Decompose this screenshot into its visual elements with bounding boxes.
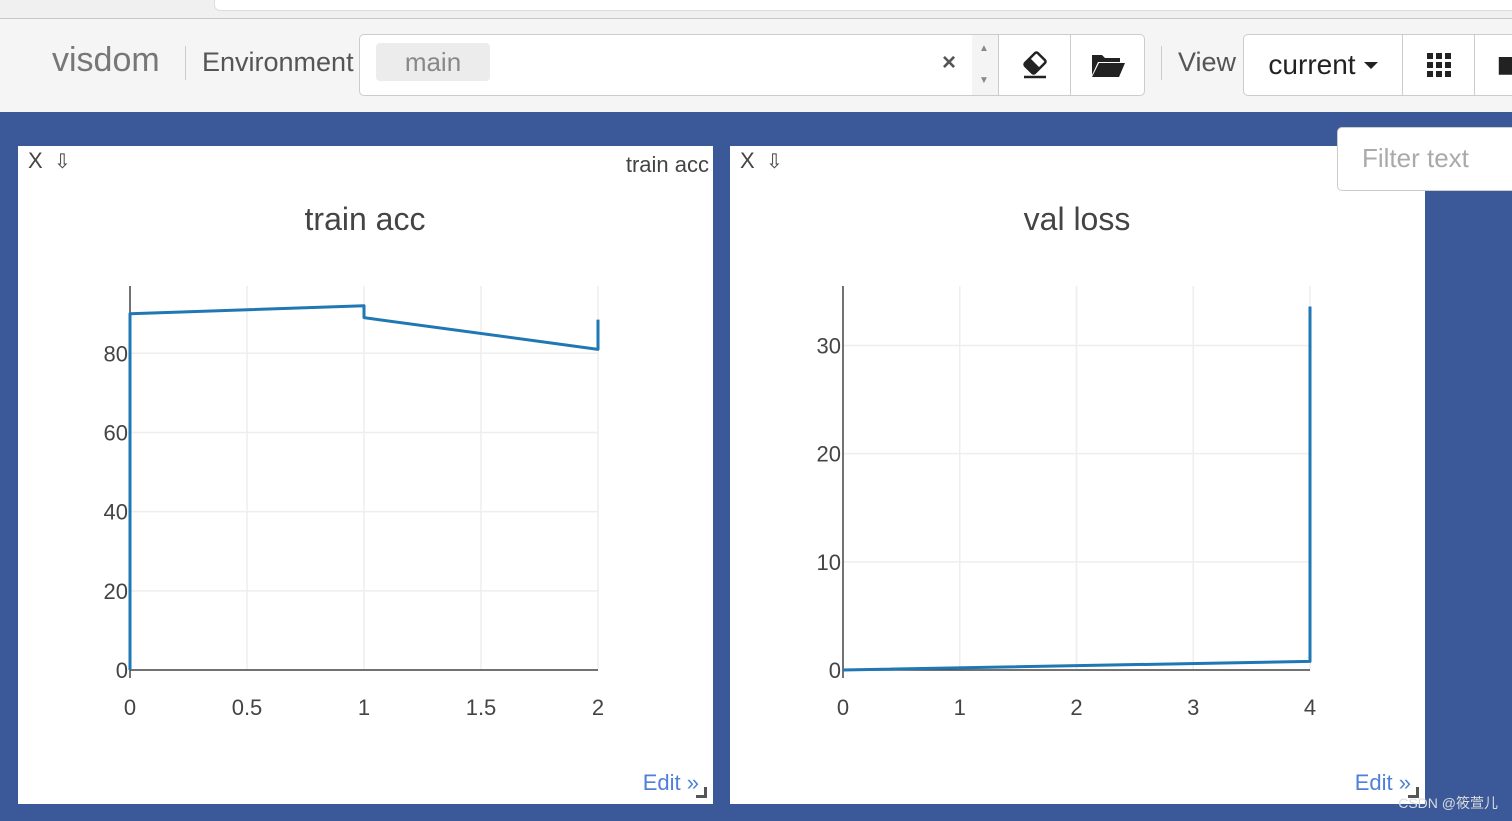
chart-val-loss: val loss 0 1 2 3 4 0 10 20 30 — [817, 201, 1317, 720]
clear-environment-button[interactable]: × — [942, 49, 957, 76]
y-tick-label: 0 — [116, 658, 128, 683]
filter-box[interactable] — [1337, 127, 1512, 191]
watermark: CSDN @筱萱儿 — [1398, 795, 1498, 811]
chart-title: val loss — [1024, 201, 1131, 237]
edit-link[interactable]: Edit » — [1354, 770, 1411, 795]
grid-icon — [1426, 53, 1451, 77]
eraser-icon — [1022, 51, 1047, 79]
browser-top-strip — [0, 0, 1512, 18]
environment-spinner[interactable]: ▲ ▼ — [972, 35, 998, 95]
environment-select[interactable]: main × ▲ ▼ — [359, 34, 999, 96]
filter-text-input[interactable] — [1360, 142, 1512, 175]
download-icon[interactable]: ⇩ — [766, 151, 783, 173]
chart-title: train acc — [305, 201, 426, 237]
close-window-button[interactable]: X — [28, 148, 43, 173]
clear-env-button[interactable] — [998, 34, 1071, 96]
x-tick-label: 2 — [1070, 695, 1082, 720]
x-tick-label: 0 — [124, 695, 136, 720]
view-select-value: current — [1268, 49, 1356, 80]
chevron-down-icon — [1363, 61, 1378, 69]
save-view-button[interactable] — [1474, 34, 1512, 96]
y-tick-label: 20 — [817, 442, 841, 467]
y-tick-label: 80 — [104, 341, 128, 366]
navbar-divider — [185, 46, 186, 80]
view-select[interactable]: current — [1243, 34, 1403, 96]
repack-grid-button[interactable] — [1402, 34, 1475, 96]
x-tick-label: 4 — [1304, 695, 1316, 720]
x-tick-label: 0.5 — [232, 695, 263, 720]
environment-label: Environment — [202, 47, 354, 77]
edit-link[interactable]: Edit » — [642, 770, 699, 795]
environment-chip-main[interactable]: main — [376, 43, 490, 81]
resize-handle[interactable] — [696, 787, 707, 798]
x-tick-label: 0 — [837, 695, 849, 720]
close-window-button[interactable]: X — [740, 148, 755, 173]
resize-handle[interactable] — [1408, 787, 1419, 798]
browser-address-bar-edge — [214, 0, 1512, 11]
window-title: train acc — [625, 152, 709, 177]
y-tick-label: 60 — [104, 420, 128, 445]
x-tick-label: 2 — [592, 695, 604, 720]
y-tick-label: 30 — [817, 333, 841, 358]
x-tick-label: 1.5 — [466, 695, 497, 720]
navbar: visdom Environment main × ▲ ▼ View curre… — [0, 18, 1512, 112]
series-line — [128, 304, 600, 670]
spin-up-icon[interactable]: ▲ — [979, 43, 989, 54]
brand-logo[interactable]: visdom — [52, 41, 160, 79]
download-icon[interactable]: ⇩ — [54, 151, 71, 173]
y-tick-label: 10 — [817, 550, 841, 575]
x-tick-label: 1 — [954, 695, 966, 720]
x-tick-label: 3 — [1187, 695, 1199, 720]
y-tick-label: 40 — [104, 500, 128, 525]
y-tick-label: 0 — [829, 658, 841, 683]
folder-open-icon — [1498, 57, 1512, 75]
spin-down-icon[interactable]: ▼ — [979, 75, 989, 86]
x-tick-label: 1 — [358, 695, 370, 720]
view-label: View — [1178, 47, 1237, 77]
folder-open-icon — [1091, 55, 1125, 77]
navbar-divider — [1161, 46, 1162, 80]
manage-env-button[interactable] — [1070, 34, 1145, 96]
plot-window-val-loss[interactable]: X ⇩ val loss 0 1 2 3 4 0 10 20 30 Edit » — [730, 146, 1425, 804]
y-tick-label: 20 — [104, 579, 128, 604]
plot-window-train-acc[interactable]: X ⇩ train acc train acc 0 0.5 1 1.5 2 0 20 40 60 8… — [18, 146, 713, 804]
